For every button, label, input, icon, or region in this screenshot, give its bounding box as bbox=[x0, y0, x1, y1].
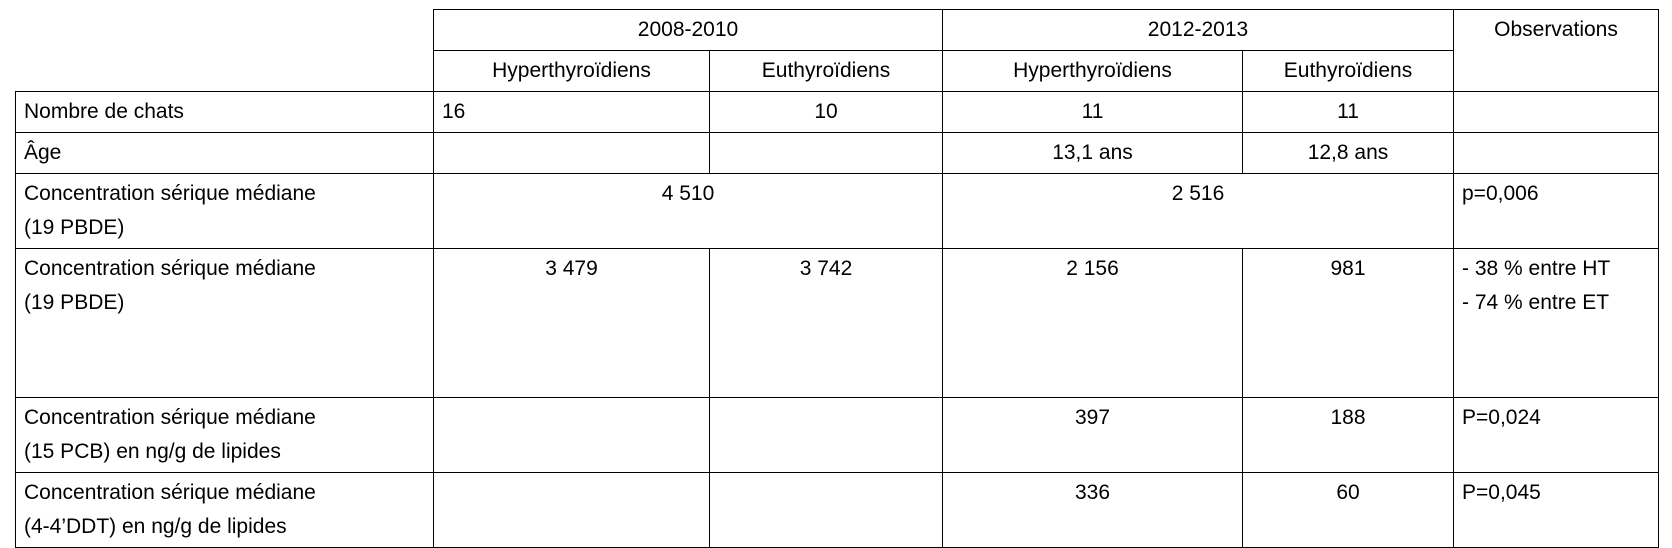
text-line: (19 PBDE) bbox=[24, 216, 125, 239]
group-header: Euthyroïdiens bbox=[1242, 50, 1454, 92]
cell bbox=[709, 397, 943, 473]
observation: P=0,024 bbox=[1453, 397, 1659, 473]
header-row: Hyperthyroïdiens Euthyroïdiens Hyperthyr… bbox=[16, 50, 1659, 92]
text-line: Âge bbox=[24, 141, 62, 164]
header-row: 2008-2010 2012-2013 Observations bbox=[15, 9, 1659, 92]
text-line: Concentration sérique médiane bbox=[24, 481, 316, 504]
data-table: 2008-2010 2012-2013 Observations Hyperth… bbox=[15, 9, 1659, 548]
row-label: Concentration sérique médiane (19 PBDE) bbox=[15, 173, 434, 249]
row-label: Concentration sérique médiane (19 PBDE) bbox=[15, 248, 434, 398]
row-label: Nombre de chats bbox=[15, 91, 434, 133]
cell: 60 bbox=[1242, 472, 1454, 548]
table-row: Âge 13,1 ans 12,8 ans bbox=[15, 132, 1659, 174]
text-line: (15 PCB) en ng/g de lipides bbox=[24, 440, 281, 463]
text-line: - 74 % entre ET bbox=[1462, 291, 1610, 314]
cell bbox=[709, 132, 943, 174]
cell: 336 bbox=[942, 472, 1243, 548]
cell: 981 bbox=[1242, 248, 1454, 398]
period-header: 2008-2010 bbox=[433, 9, 943, 51]
cell: 12,8 ans bbox=[1242, 132, 1454, 174]
text-line: Concentration sérique médiane bbox=[24, 257, 316, 280]
observation: p=0,006 bbox=[1453, 173, 1659, 249]
period-header: 2012-2013 bbox=[942, 9, 1454, 51]
cell: 397 bbox=[942, 397, 1243, 473]
text-line: P=0,024 bbox=[1462, 406, 1541, 429]
text-line: - 38 % entre HT bbox=[1462, 257, 1611, 280]
cell: 188 bbox=[1242, 397, 1454, 473]
text-line: Nombre de chats bbox=[24, 100, 184, 123]
text-line: (4-4’DDT) en ng/g de lipides bbox=[24, 515, 287, 538]
cell: 4 510 bbox=[433, 173, 943, 249]
page: 2008-2010 2012-2013 Observations Hyperth… bbox=[15, 9, 1659, 548]
text-line: P=0,045 bbox=[1462, 481, 1541, 504]
text-line: Concentration sérique médiane bbox=[24, 406, 316, 429]
cell bbox=[433, 397, 710, 473]
cell: 10 bbox=[709, 91, 943, 133]
cell bbox=[433, 472, 710, 548]
table-row: Nombre de chats 16 10 11 11 bbox=[15, 91, 1659, 133]
cell: 16 bbox=[433, 91, 710, 133]
table-row: Concentration sérique médiane (19 PBDE) 3… bbox=[15, 248, 1659, 398]
cell bbox=[433, 132, 710, 174]
corner-cell bbox=[15, 9, 434, 92]
observations-header: Observations bbox=[1453, 9, 1659, 92]
observation: - 38 % entre HT - 74 % entre ET bbox=[1453, 248, 1659, 398]
cell bbox=[1453, 132, 1659, 174]
table-row: Concentration sérique médiane (19 PBDE) 4… bbox=[15, 173, 1659, 249]
group-header: Hyperthyroïdiens bbox=[942, 50, 1243, 92]
cell bbox=[709, 472, 943, 548]
group-header: Euthyroïdiens bbox=[709, 50, 943, 92]
table-row: Concentration sérique médiane (15 PCB) en… bbox=[15, 397, 1659, 473]
cell: 11 bbox=[1242, 91, 1454, 133]
cell: 3 742 bbox=[709, 248, 943, 398]
cell: 13,1 ans bbox=[942, 132, 1243, 174]
cell: 2 156 bbox=[942, 248, 1243, 398]
text-line: (19 PBDE) bbox=[24, 291, 125, 314]
row-label: Âge bbox=[15, 132, 434, 174]
cell: 2 516 bbox=[942, 173, 1454, 249]
table-row: Concentration sérique médiane (4-4’DDT) e… bbox=[15, 472, 1659, 548]
text-line: p=0,006 bbox=[1462, 182, 1539, 205]
observation: P=0,045 bbox=[1453, 472, 1659, 548]
cell bbox=[1453, 91, 1659, 133]
row-label: Concentration sérique médiane (15 PCB) en… bbox=[15, 397, 434, 473]
cell: 3 479 bbox=[433, 248, 710, 398]
row-label: Concentration sérique médiane (4-4’DDT) e… bbox=[15, 472, 434, 548]
text-line: Concentration sérique médiane bbox=[24, 182, 316, 205]
cell: 11 bbox=[942, 91, 1243, 133]
group-header: Hyperthyroïdiens bbox=[433, 50, 710, 92]
